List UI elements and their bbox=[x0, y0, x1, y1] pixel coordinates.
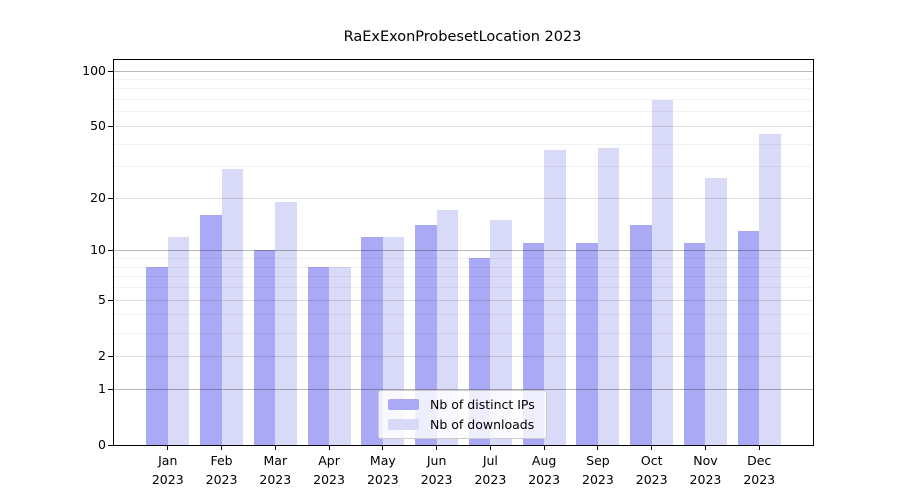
gridline-3 bbox=[114, 332, 813, 334]
legend-label-distinct-ips: Nb of distinct IPs bbox=[430, 396, 535, 412]
x-tick-label-jul: Jul 2023 bbox=[474, 453, 507, 487]
y-tick-label-0: 0 bbox=[98, 437, 106, 452]
bar-downloads-oct bbox=[651, 100, 674, 445]
gridline-30 bbox=[114, 166, 813, 168]
bar-downloads-apr bbox=[329, 266, 351, 445]
y-tick-label-5: 5 bbox=[98, 291, 106, 307]
x-tick-mark bbox=[382, 445, 384, 450]
x-tick-mark bbox=[704, 445, 706, 450]
gridline-20 bbox=[114, 197, 813, 199]
bar-downloads-sep bbox=[597, 147, 620, 445]
x-tick-label-feb: Feb 2023 bbox=[205, 453, 238, 487]
y-tick-mark bbox=[108, 388, 113, 390]
gridline-7 bbox=[114, 276, 813, 278]
legend-label-downloads: Nb of downloads bbox=[430, 416, 535, 432]
bar-downloads-nov bbox=[705, 177, 727, 445]
gridline-90 bbox=[114, 78, 813, 80]
y-tick-label-20: 20 bbox=[90, 189, 106, 205]
y-tick-mark bbox=[108, 125, 113, 127]
gridline-5 bbox=[114, 299, 813, 301]
x-tick-mark bbox=[221, 445, 223, 450]
x-tick-label-dec: Dec 2023 bbox=[743, 453, 776, 487]
x-tick-mark bbox=[597, 445, 599, 450]
bar-downloads-jan bbox=[167, 236, 190, 445]
y-tick-mark bbox=[108, 299, 113, 301]
legend-swatch-distinct-ips-icon bbox=[388, 399, 419, 410]
x-tick-mark bbox=[274, 445, 276, 450]
gridline-6 bbox=[114, 287, 813, 289]
y-tick-label-50: 50 bbox=[90, 117, 106, 133]
bar-downloads-dec bbox=[759, 134, 781, 445]
x-tick-label-sep: Sep 2023 bbox=[582, 453, 614, 487]
x-tick-label-oct: Oct 2023 bbox=[635, 453, 668, 487]
y-tick-mark bbox=[108, 70, 113, 72]
gridline-40 bbox=[114, 143, 813, 145]
y-tick-mark bbox=[108, 445, 113, 446]
bar-downloads-feb bbox=[221, 169, 244, 445]
y-tick-label-100: 100 bbox=[82, 62, 106, 78]
gridline-50 bbox=[114, 125, 813, 127]
gridline-1 bbox=[114, 388, 813, 390]
x-tick-mark bbox=[436, 445, 438, 450]
gridline-4 bbox=[114, 314, 813, 316]
bar-downloads-mar bbox=[275, 201, 297, 445]
x-tick-label-mar: Mar 2023 bbox=[259, 453, 292, 487]
gridline-70 bbox=[114, 99, 813, 101]
y-tick-mark bbox=[108, 250, 113, 252]
x-tick-mark bbox=[543, 445, 545, 450]
bar-distinct-ips-jan bbox=[146, 266, 168, 445]
gridline-60 bbox=[114, 111, 813, 113]
x-tick-mark bbox=[758, 445, 760, 450]
bar-distinct-ips-apr bbox=[307, 266, 330, 445]
bar-downloads-aug bbox=[544, 149, 566, 445]
x-tick-label-may: May 2023 bbox=[366, 453, 399, 487]
legend: Nb of distinct IPs Nb of downloads bbox=[378, 390, 547, 439]
bar-distinct-ips-nov bbox=[683, 243, 706, 445]
legend-entry-distinct-ips: Nb of distinct IPs bbox=[379, 395, 546, 415]
x-tick-mark bbox=[489, 445, 491, 450]
bar-distinct-ips-mar bbox=[253, 250, 276, 445]
chart-title: RaExExonProbesetLocation 2023 bbox=[343, 29, 582, 45]
x-tick-label-aug: Aug 2023 bbox=[528, 453, 561, 487]
bar-distinct-ips-feb bbox=[200, 215, 222, 445]
x-tick-mark bbox=[167, 445, 169, 450]
bar-distinct-ips-sep bbox=[576, 243, 598, 445]
gridline-100 bbox=[114, 70, 813, 72]
x-tick-label-apr: Apr 2023 bbox=[313, 453, 345, 487]
bar-distinct-ips-may bbox=[361, 236, 383, 445]
y-tick-label-2: 2 bbox=[98, 347, 106, 363]
y-tick-mark bbox=[108, 355, 113, 357]
gridline-80 bbox=[114, 88, 813, 90]
bar-downloads-jun bbox=[436, 210, 459, 445]
bar-distinct-ips-dec bbox=[737, 230, 760, 445]
plot-area bbox=[113, 59, 814, 446]
x-tick-mark bbox=[651, 445, 653, 450]
bar-downloads-jul bbox=[490, 220, 512, 445]
y-tick-label-10: 10 bbox=[90, 242, 106, 258]
bar-distinct-ips-oct bbox=[630, 225, 652, 445]
y-tick-mark bbox=[108, 197, 113, 199]
gridline-10 bbox=[114, 250, 813, 252]
gridline-2 bbox=[114, 355, 813, 357]
y-tick-label-1: 1 bbox=[98, 380, 106, 396]
x-tick-mark bbox=[328, 445, 330, 450]
legend-swatch-downloads-icon bbox=[388, 419, 419, 430]
gridline-9 bbox=[114, 258, 813, 260]
x-tick-label-jan: Jan 2023 bbox=[151, 453, 184, 487]
gridline-8 bbox=[114, 266, 813, 268]
x-tick-label-jun: Jun 2023 bbox=[420, 453, 453, 487]
x-tick-label-nov: Nov 2023 bbox=[689, 453, 722, 487]
legend-entry-downloads: Nb of downloads bbox=[379, 415, 546, 435]
